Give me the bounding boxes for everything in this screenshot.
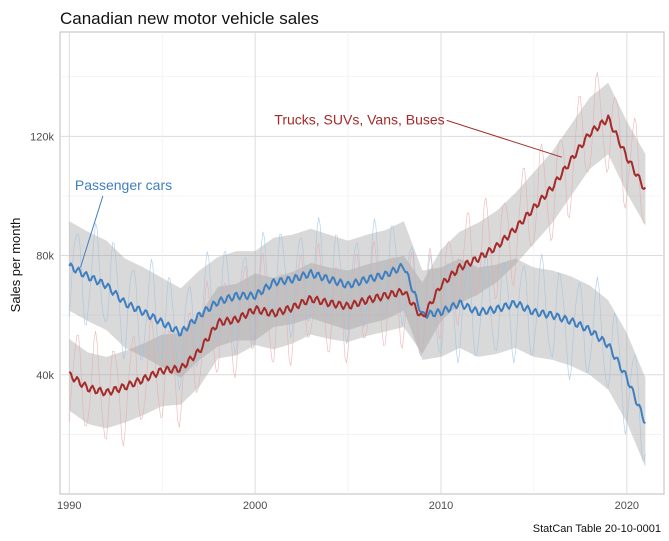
x-tick-label: 2000 bbox=[243, 500, 267, 512]
confidence-bands bbox=[69, 82, 646, 468]
series-label: Trucks, SUVs, Vans, Buses bbox=[274, 111, 444, 127]
confidence-band bbox=[69, 82, 646, 429]
x-tick-label: 2020 bbox=[615, 500, 639, 512]
trend-line bbox=[68, 262, 646, 425]
annotations: Passenger cars Trucks, SUVs, Vans, Buses bbox=[75, 111, 562, 268]
x-tick-label: 2010 bbox=[429, 500, 453, 512]
series-label: Passenger cars bbox=[75, 177, 172, 193]
label-leader-line bbox=[79, 195, 104, 268]
y-tick-label: 80k bbox=[36, 251, 54, 263]
raw-series-line bbox=[68, 217, 646, 462]
label-leader-line bbox=[446, 119, 562, 158]
caption: StatCan Table 20-10-0001 bbox=[533, 523, 661, 535]
y-tick-label: 40k bbox=[36, 370, 54, 382]
y-tick-label: 120k bbox=[30, 131, 54, 143]
grid bbox=[59, 31, 665, 495]
x-axis-ticks: 1990 2000 2010 2020 bbox=[57, 500, 639, 512]
trend-line bbox=[68, 114, 647, 397]
x-tick-label: 1990 bbox=[57, 500, 81, 512]
chart-title: Canadian new motor vehicle sales bbox=[60, 9, 319, 28]
y-axis-ticks: 40k 80k 120k bbox=[30, 131, 54, 381]
y-axis-label: Sales per month bbox=[8, 218, 23, 313]
trend-lines bbox=[68, 114, 647, 425]
panel-border bbox=[59, 31, 665, 495]
